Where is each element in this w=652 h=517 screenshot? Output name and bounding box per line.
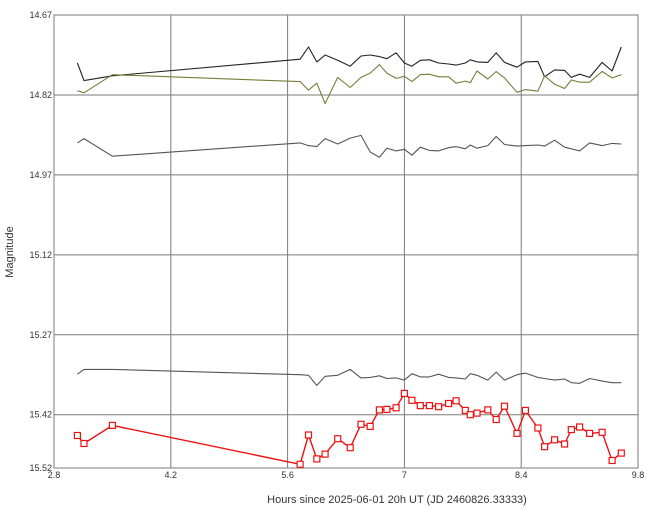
series-4-point-29	[534, 424, 542, 432]
y-tick-label-4: 15.27	[29, 330, 52, 340]
series-4-point-9	[357, 420, 365, 428]
x-tick-label-0: 2.8	[48, 470, 61, 480]
y-tick-label-2: 14.97	[29, 170, 52, 180]
series-4-point-2	[108, 421, 117, 429]
series-4-point-22	[466, 411, 474, 419]
series-4-point-15	[408, 396, 416, 404]
series-markers	[73, 389, 625, 468]
series-3-line	[77, 368, 622, 386]
series-4-point-18	[435, 403, 443, 411]
x-axis-label: Hours since 2025-06-01 20h UT (JD 246082…	[267, 494, 527, 506]
series-4-point-5	[313, 455, 321, 463]
y-tick-label-3: 15.12	[29, 250, 52, 260]
series-4-point-30	[540, 443, 549, 451]
tick-labels: 2.8 4.2 5.6 7 8.4 9.8 14.67 14.82 14.97 15.12 15.2…	[29, 10, 644, 480]
series-4-point-13	[392, 404, 400, 412]
x-tick-label-1: 4.2	[165, 470, 178, 480]
series-4-point-27	[513, 429, 521, 437]
series-4-point-12	[383, 405, 391, 413]
y-tick-label-6: 15.52	[29, 463, 52, 473]
y-axis-label: Magnitude	[4, 226, 16, 277]
series-4-point-10	[366, 422, 374, 430]
series-4-point-24	[484, 406, 492, 414]
series-4-point-11	[375, 406, 383, 414]
series-4-point-0	[73, 431, 82, 440]
x-tick-label-4: 8.4	[515, 470, 528, 480]
series-4-point-34	[575, 423, 584, 431]
series-4-point-33	[567, 426, 575, 434]
x-tick-label-5: 9.8	[632, 470, 645, 480]
grid-lines	[53, 14, 639, 469]
x-tick-label-3: 7	[402, 470, 407, 480]
series-4-point-21	[461, 406, 469, 414]
series-4-point-1	[80, 439, 88, 448]
series-0-line	[76, 46, 622, 82]
series-4-point-14	[400, 389, 408, 397]
series-4-point-38	[617, 449, 625, 457]
y-tick-label-5: 15.42	[29, 410, 52, 420]
series-4-point-37	[608, 456, 616, 465]
series-4-point-25	[492, 415, 500, 424]
series-4-point-3	[296, 460, 304, 468]
series-4-point-17	[425, 402, 433, 410]
series-4-point-7	[334, 435, 342, 443]
series-lines	[76, 46, 622, 465]
series-4-point-16	[416, 402, 424, 410]
series-4-point-4	[304, 431, 313, 439]
series-4-point-32	[560, 440, 569, 448]
series-4-point-31	[550, 436, 559, 444]
series-4-point-36	[598, 428, 606, 436]
series-1-line	[77, 64, 622, 105]
series-4-point-28	[521, 406, 530, 414]
x-tick-label-2: 5.6	[281, 470, 294, 480]
series-4-point-23	[473, 409, 481, 417]
series-4-point-26	[500, 402, 509, 410]
series-4-point-35	[585, 429, 594, 437]
series-4-point-20	[452, 397, 460, 405]
series-4-point-19	[445, 399, 453, 408]
series-4-point-8	[346, 444, 354, 452]
plot-border	[53, 14, 639, 469]
series-2-line	[77, 134, 622, 158]
series-4-point-6	[321, 450, 329, 458]
y-tick-label-1: 14.82	[29, 90, 52, 100]
y-tick-label-0: 14.67	[29, 10, 52, 20]
